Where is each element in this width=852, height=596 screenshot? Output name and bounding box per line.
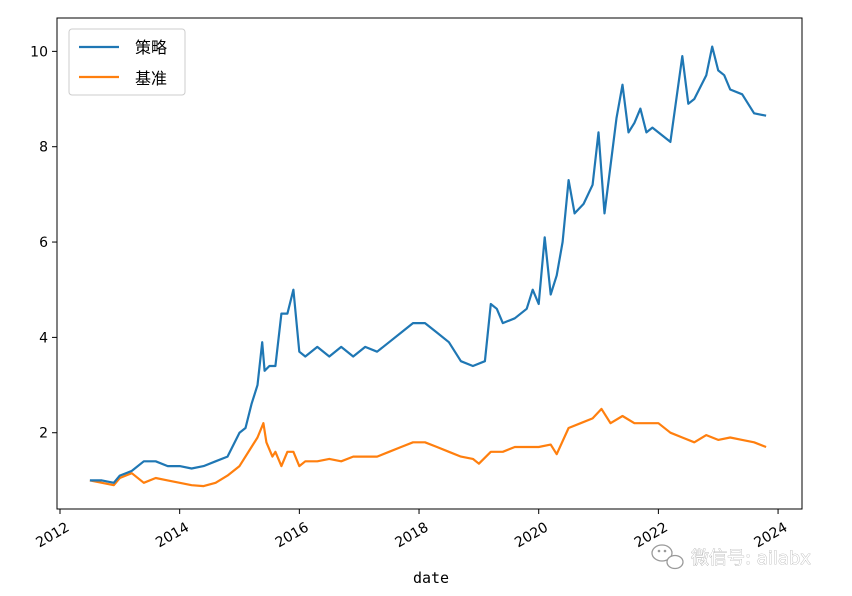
strategy-line [89, 45, 767, 484]
legend-label-benchmark: 基准 [135, 69, 167, 88]
y-axis-ticks: 2 4 6 8 10 [30, 44, 57, 442]
watermark-text: 微信号: ailabx [691, 548, 811, 569]
series-layer [89, 45, 767, 488]
legend-box [68, 28, 186, 96]
legend-label-strategy: 策略 [135, 38, 167, 57]
plot-area-frame [56, 17, 803, 510]
benchmark-line [89, 407, 767, 488]
y-tick-label: 4 [39, 330, 48, 346]
legend: 策略 基准 [68, 28, 186, 96]
y-tick-label: 8 [39, 140, 48, 156]
wechat-icon [651, 544, 684, 570]
x-axis-title: date [413, 569, 449, 587]
y-tick-label: 2 [39, 426, 48, 442]
watermark: 微信号: ailabx [651, 544, 812, 570]
y-tick-label: 10 [30, 44, 48, 60]
y-tick-label: 6 [39, 235, 48, 251]
